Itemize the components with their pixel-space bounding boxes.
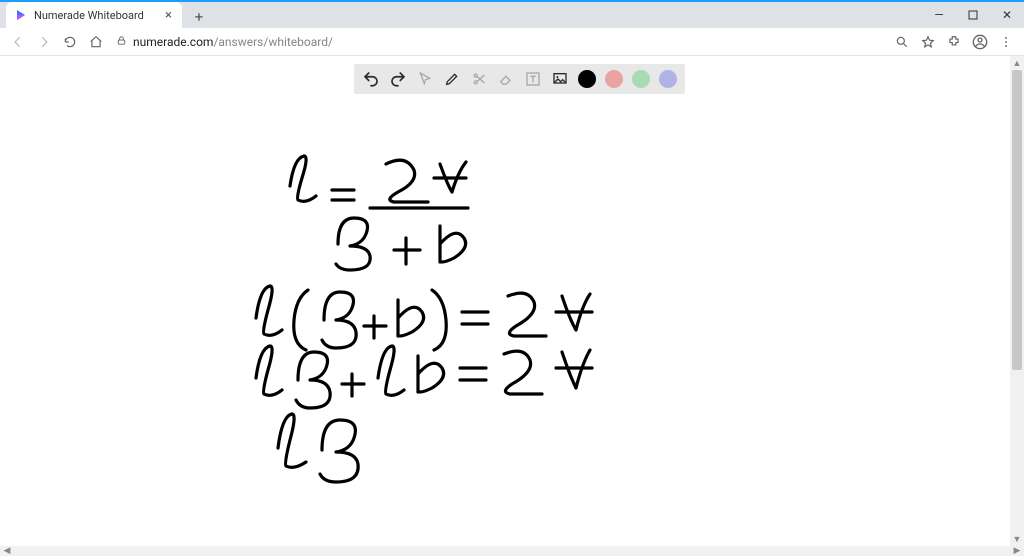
kebab-menu-icon[interactable] (994, 30, 1018, 54)
nav-reload-button[interactable] (58, 30, 82, 54)
vertical-scroll-thumb[interactable] (1012, 70, 1022, 370)
window-maximize-button[interactable] (956, 2, 990, 28)
window-minimize-button[interactable]: — (922, 2, 956, 28)
handwriting-stroke (294, 290, 308, 350)
handwriting-stroke (460, 368, 486, 380)
vertical-scrollbar[interactable]: ▲ ▼ (1010, 56, 1024, 546)
bookmark-star-icon[interactable] (916, 30, 940, 54)
handwriting-stroke (440, 226, 466, 262)
url-host: numerade.com (133, 35, 213, 49)
nav-forward-button[interactable] (32, 30, 56, 54)
lock-icon (116, 35, 127, 49)
new-tab-button[interactable]: + (188, 6, 210, 28)
browser-tab-strip: Numerade Whiteboard × + — ✕ (0, 2, 1024, 28)
browser-toolbar: numerade.com/answers/whiteboard/ (0, 28, 1024, 56)
handwriting-stroke (256, 346, 282, 395)
nav-home-button[interactable] (84, 30, 108, 54)
handwriting-stroke (256, 286, 282, 335)
handwriting-stroke (394, 238, 420, 264)
profile-avatar-icon[interactable] (968, 30, 992, 54)
address-bar[interactable]: numerade.com/answers/whiteboard/ (110, 35, 888, 49)
handwriting-stroke (322, 292, 356, 348)
handwriting-stroke (342, 374, 364, 396)
scroll-up-arrow-icon[interactable]: ▲ (1010, 56, 1024, 70)
nav-back-button[interactable] (6, 30, 30, 54)
handwriting-stroke (278, 414, 306, 467)
handwriting-stroke (462, 312, 488, 324)
handwriting-stroke (378, 346, 404, 395)
handwriting-stroke (434, 162, 466, 192)
handwriting-stroke (418, 356, 444, 392)
browser-tab-active[interactable]: Numerade Whiteboard × (6, 2, 182, 28)
window-controls: — ✕ (922, 2, 1024, 28)
handwriting-stroke (336, 218, 370, 270)
whiteboard-canvas[interactable] (0, 56, 1010, 546)
handwriting-stroke (556, 350, 592, 388)
handwriting-stroke (290, 156, 316, 201)
window-close-button[interactable]: ✕ (990, 2, 1024, 28)
scroll-down-arrow-icon[interactable]: ▼ (1010, 532, 1024, 546)
handwriting-stroke (432, 290, 446, 350)
handwriting-stroke (296, 352, 330, 408)
extensions-icon[interactable] (942, 30, 966, 54)
tab-favicon (14, 8, 28, 22)
search-icon[interactable] (890, 30, 914, 54)
page-content: ▲ ▼ (0, 56, 1024, 546)
handwriting-stroke (398, 300, 424, 336)
handwriting-stroke (332, 190, 354, 200)
handwriting-stroke (556, 294, 592, 330)
handwriting-stroke (508, 293, 546, 336)
scroll-right-arrow-icon[interactable]: ▶ (1010, 546, 1024, 556)
handwriting-stroke (386, 160, 428, 202)
scroll-left-arrow-icon[interactable]: ◀ (0, 546, 14, 556)
handwriting-stroke (364, 316, 386, 338)
url-path: /answers/whiteboard/ (213, 35, 333, 49)
handwriting-stroke (504, 351, 542, 394)
tab-close-icon[interactable]: × (163, 8, 174, 23)
handwriting-stroke (320, 420, 358, 482)
horizontal-scrollbar[interactable]: ◀ ▶ (0, 546, 1024, 556)
tab-title: Numerade Whiteboard (34, 9, 163, 22)
